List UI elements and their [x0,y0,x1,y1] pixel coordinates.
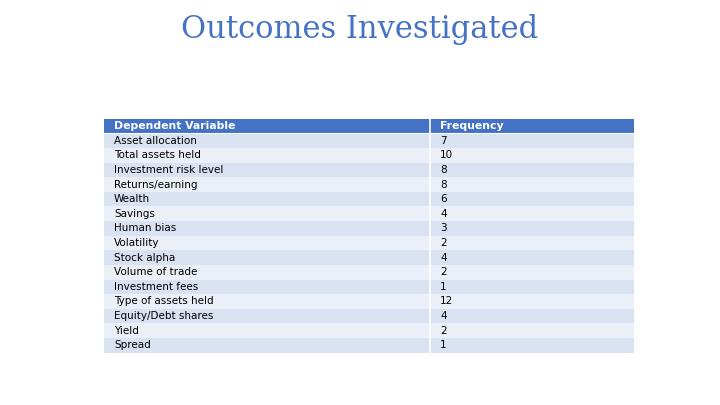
Bar [104,324,634,338]
Text: 6: 6 [440,194,446,204]
Text: Yield: Yield [114,326,139,336]
Text: Stock alpha: Stock alpha [114,253,175,262]
Text: 4: 4 [440,311,446,321]
Bar [104,163,634,177]
Text: Total assets held: Total assets held [114,150,201,160]
Bar [104,177,634,192]
Text: 4: 4 [440,253,446,262]
Text: Savings: Savings [114,209,155,219]
Bar [104,309,634,324]
Text: 2: 2 [440,267,446,277]
Text: Asset allocation: Asset allocation [114,136,197,146]
Text: 12: 12 [440,296,454,307]
Text: Volatility: Volatility [114,238,160,248]
Text: 2: 2 [440,326,446,336]
Bar [104,133,634,148]
Bar [104,236,634,250]
Bar [104,250,634,265]
Text: Frequency: Frequency [440,121,503,131]
Text: Spread: Spread [114,340,150,350]
Bar [104,265,634,279]
Text: 1: 1 [440,340,446,350]
Text: 4: 4 [440,209,446,219]
Text: Human bias: Human bias [114,224,176,233]
Text: Investment fees: Investment fees [114,282,198,292]
Text: Outcomes Investigated: Outcomes Investigated [181,14,539,45]
Text: Returns/earning: Returns/earning [114,179,197,190]
Text: Investment risk level: Investment risk level [114,165,223,175]
Bar [104,192,634,207]
Text: 3: 3 [440,224,446,233]
Text: 1: 1 [440,282,446,292]
Bar [104,221,634,236]
Text: 7: 7 [440,136,446,146]
Bar [104,148,634,163]
Text: 8: 8 [440,179,446,190]
Bar [104,279,634,294]
Text: 2: 2 [440,238,446,248]
Text: Volume of trade: Volume of trade [114,267,197,277]
Bar [104,207,634,221]
Bar [104,119,634,133]
Text: Dependent Variable: Dependent Variable [114,121,235,131]
Text: Type of assets held: Type of assets held [114,296,214,307]
Text: Equity/Debt shares: Equity/Debt shares [114,311,213,321]
Bar [104,338,634,353]
Text: Wealth: Wealth [114,194,150,204]
Text: 8: 8 [440,165,446,175]
Bar [104,294,634,309]
Text: 10: 10 [440,150,453,160]
